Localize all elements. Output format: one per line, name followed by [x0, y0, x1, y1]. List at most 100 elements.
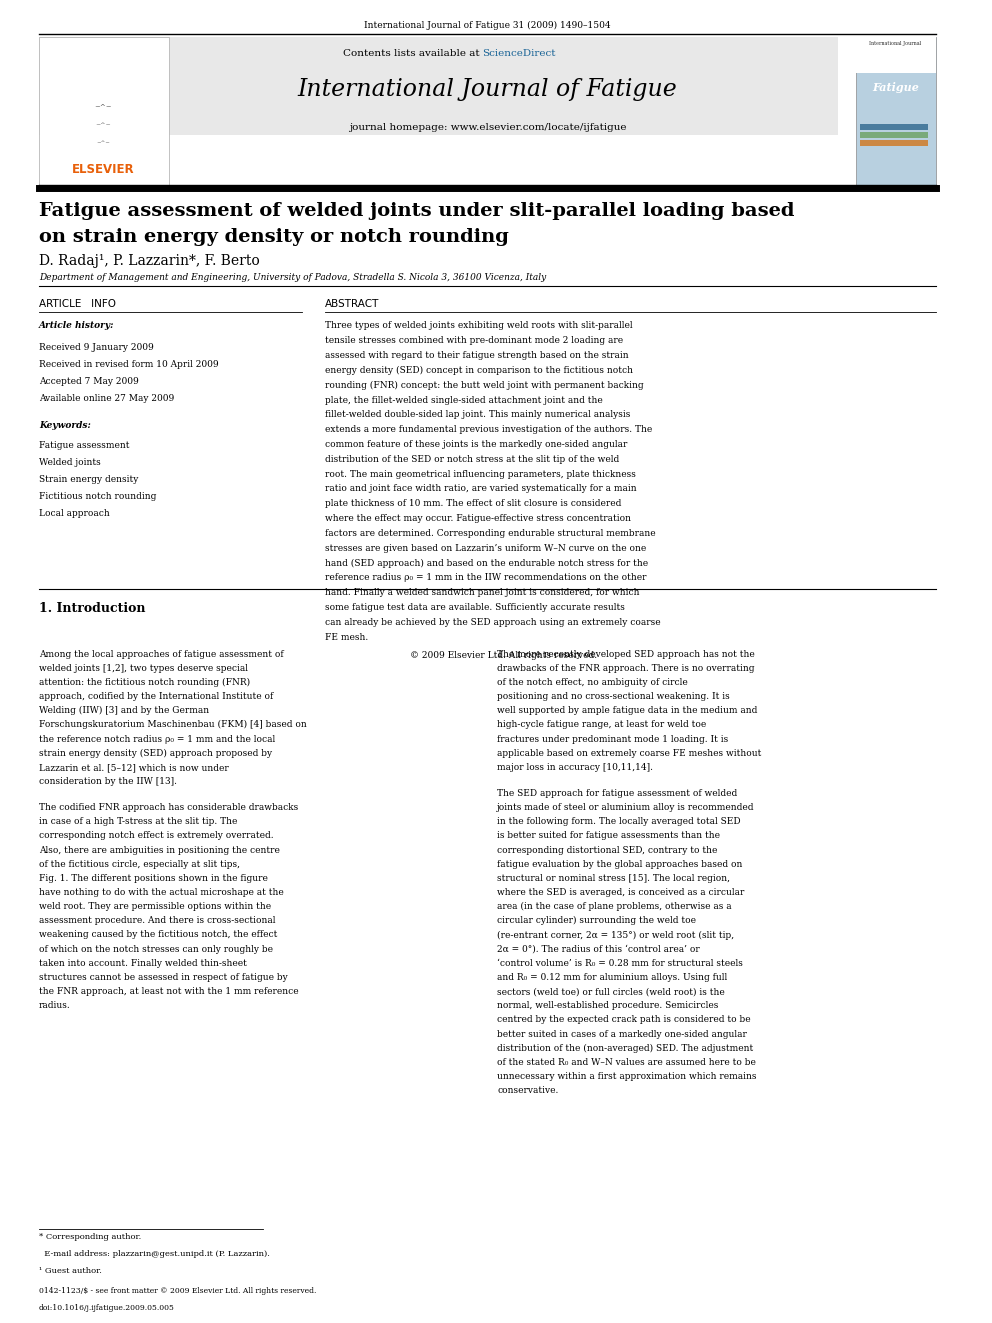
Text: 1. Introduction: 1. Introduction — [39, 602, 146, 615]
Text: weld root. They are permissible options within the: weld root. They are permissible options … — [39, 902, 271, 912]
Text: (re-entrant corner, 2α = 135°) or weld root (slit tip,: (re-entrant corner, 2α = 135°) or weld r… — [497, 930, 734, 939]
Text: International Journal of Fatigue: International Journal of Fatigue — [298, 78, 678, 101]
Text: distribution of the (non-averaged) SED. The adjustment: distribution of the (non-averaged) SED. … — [497, 1044, 753, 1053]
Text: high-cycle fatigue range, at least for weld toe: high-cycle fatigue range, at least for w… — [497, 720, 706, 729]
Text: Department of Management and Engineering, University of Padova, Stradella S. Nic: Department of Management and Engineering… — [39, 273, 547, 282]
Text: joints made of steel or aluminium alloy is recommended: joints made of steel or aluminium alloy … — [497, 803, 755, 812]
Text: energy density (SED) concept in comparison to the fictitious notch: energy density (SED) concept in comparis… — [324, 366, 633, 374]
Text: distribution of the SED or notch stress at the slit tip of the weld: distribution of the SED or notch stress … — [324, 455, 619, 464]
Text: stresses are given based on Lazzarin’s uniform W–N curve on the one: stresses are given based on Lazzarin’s u… — [324, 544, 646, 553]
Text: Available online 27 May 2009: Available online 27 May 2009 — [39, 394, 175, 404]
Text: ~^~: ~^~ — [96, 140, 110, 146]
Text: corresponding distortional SED, contrary to the: corresponding distortional SED, contrary… — [497, 845, 717, 855]
Text: tensile stresses combined with pre-dominant mode 2 loading are: tensile stresses combined with pre-domin… — [324, 336, 623, 345]
Text: positioning and no cross-sectional weakening. It is: positioning and no cross-sectional weake… — [497, 692, 730, 701]
Text: Fatigue assessment of welded joints under slit-parallel loading based: Fatigue assessment of welded joints unde… — [39, 202, 795, 221]
Text: in case of a high T-stress at the slit tip. The: in case of a high T-stress at the slit t… — [39, 818, 237, 827]
Text: can already be achieved by the SED approach using an extremely coarse: can already be achieved by the SED appro… — [324, 618, 660, 627]
Text: area (in the case of plane problems, otherwise as a: area (in the case of plane problems, oth… — [497, 902, 732, 912]
Text: root. The main geometrical influencing parameters, plate thickness: root. The main geometrical influencing p… — [324, 470, 636, 479]
Text: ‘control volume’ is R₀ = 0.28 mm for structural steels: ‘control volume’ is R₀ = 0.28 mm for str… — [497, 959, 743, 968]
Text: where the SED is averaged, is conceived as a circular: where the SED is averaged, is conceived … — [497, 888, 744, 897]
Text: Article history:: Article history: — [39, 321, 114, 331]
Text: doi:10.1016/j.ijfatigue.2009.05.005: doi:10.1016/j.ijfatigue.2009.05.005 — [39, 1304, 175, 1312]
Text: centred by the expected crack path is considered to be: centred by the expected crack path is co… — [497, 1015, 751, 1024]
Text: radius.: radius. — [39, 1002, 70, 1011]
Bar — [859, 140, 928, 146]
Text: fillet-welded double-sided lap joint. This mainly numerical analysis: fillet-welded double-sided lap joint. Th… — [324, 410, 630, 419]
Text: Welding (IIW) [3] and by the German: Welding (IIW) [3] and by the German — [39, 706, 209, 716]
Text: hand (SED approach) and based on the endurable notch stress for the: hand (SED approach) and based on the end… — [324, 558, 648, 568]
Text: FE mesh.: FE mesh. — [324, 632, 368, 642]
Text: welded joints [1,2], two types deserve special: welded joints [1,2], two types deserve s… — [39, 664, 248, 673]
Text: Forschungskuratorium Maschinenbau (FKM) [4] based on: Forschungskuratorium Maschinenbau (FKM) … — [39, 720, 307, 729]
Text: well supported by ample fatigue data in the medium and: well supported by ample fatigue data in … — [497, 706, 758, 716]
Text: Keywords:: Keywords: — [39, 421, 91, 430]
Text: ScienceDirect: ScienceDirect — [482, 49, 556, 58]
Text: * Corresponding author.: * Corresponding author. — [39, 1233, 141, 1241]
Text: conservative.: conservative. — [497, 1086, 558, 1095]
Bar — [39, 37, 838, 135]
Text: consideration by the IIW [13].: consideration by the IIW [13]. — [39, 777, 177, 786]
Text: ELSEVIER: ELSEVIER — [72, 163, 135, 176]
Text: factors are determined. Corresponding endurable structural membrane: factors are determined. Corresponding en… — [324, 529, 655, 538]
Text: rounding (FNR) concept: the butt weld joint with permanent backing: rounding (FNR) concept: the butt weld jo… — [324, 381, 643, 390]
Text: where the effect may occur. Fatigue-effective stress concentration: where the effect may occur. Fatigue-effe… — [324, 515, 631, 523]
Text: 0142-1123/$ - see front matter © 2009 Elsevier Ltd. All rights reserved.: 0142-1123/$ - see front matter © 2009 El… — [39, 1287, 316, 1295]
Text: Fictitious notch rounding: Fictitious notch rounding — [39, 492, 157, 501]
Text: ABSTRACT: ABSTRACT — [324, 299, 379, 310]
Text: fractures under predominant mode 1 loading. It is: fractures under predominant mode 1 loadi… — [497, 734, 728, 744]
Text: taken into account. Finally welded thin-sheet: taken into account. Finally welded thin-… — [39, 959, 247, 968]
Text: of the notch effect, no ambiguity of circle: of the notch effect, no ambiguity of cir… — [497, 677, 687, 687]
Text: Local approach: Local approach — [39, 509, 110, 519]
Text: attention: the fictitious notch rounding (FNR): attention: the fictitious notch rounding… — [39, 677, 250, 687]
Text: strain energy density (SED) approach proposed by: strain energy density (SED) approach pro… — [39, 749, 272, 758]
Text: reference radius ρ₀ = 1 mm in the IIW recommendations on the other: reference radius ρ₀ = 1 mm in the IIW re… — [324, 573, 646, 582]
Bar — [859, 132, 928, 138]
Text: Three types of welded joints exhibiting weld roots with slit-parallel: Three types of welded joints exhibiting … — [324, 321, 632, 331]
Text: and R₀ = 0.12 mm for aluminium alloys. Using full: and R₀ = 0.12 mm for aluminium alloys. U… — [497, 972, 727, 982]
Text: Contents lists available at: Contents lists available at — [342, 49, 482, 58]
Text: The codified FNR approach has considerable drawbacks: The codified FNR approach has considerab… — [39, 803, 299, 812]
Text: is better suited for fatigue assessments than the: is better suited for fatigue assessments… — [497, 831, 720, 840]
Text: the reference notch radius ρ₀ = 1 mm and the local: the reference notch radius ρ₀ = 1 mm and… — [39, 734, 275, 744]
Text: of the stated R₀ and W–N values are assumed here to be: of the stated R₀ and W–N values are assu… — [497, 1058, 756, 1066]
Bar — [856, 37, 935, 73]
Text: sectors (weld toe) or full circles (weld root) is the: sectors (weld toe) or full circles (weld… — [497, 987, 725, 996]
Text: ARTICLE   INFO: ARTICLE INFO — [39, 299, 116, 310]
Text: extends a more fundamental previous investigation of the authors. The: extends a more fundamental previous inve… — [324, 425, 652, 434]
Bar — [39, 37, 169, 185]
Text: on strain energy density or notch rounding: on strain energy density or notch roundi… — [39, 228, 509, 246]
Text: The more recently developed SED approach has not the: The more recently developed SED approach… — [497, 650, 755, 659]
Text: Received 9 January 2009: Received 9 January 2009 — [39, 343, 154, 352]
Bar — [859, 124, 928, 130]
Text: structural or nominal stress [15]. The local region,: structural or nominal stress [15]. The l… — [497, 873, 730, 882]
Text: approach, codified by the International Institute of: approach, codified by the International … — [39, 692, 273, 701]
Text: normal, well-established procedure. Semicircles: normal, well-established procedure. Semi… — [497, 1002, 718, 1011]
Text: the FNR approach, at least not with the 1 mm reference: the FNR approach, at least not with the … — [39, 987, 299, 996]
Text: better suited in cases of a markedly one-sided angular: better suited in cases of a markedly one… — [497, 1029, 747, 1039]
Text: unnecessary within a first approximation which remains: unnecessary within a first approximation… — [497, 1072, 757, 1081]
Text: Strain energy density: Strain energy density — [39, 475, 138, 484]
Text: Fatigue assessment: Fatigue assessment — [39, 441, 130, 450]
Text: plate thickness of 10 mm. The effect of slit closure is considered: plate thickness of 10 mm. The effect of … — [324, 499, 621, 508]
Text: assessment procedure. And there is cross-sectional: assessment procedure. And there is cross… — [39, 917, 276, 925]
Text: in the following form. The locally averaged total SED: in the following form. The locally avera… — [497, 818, 741, 827]
Text: ¹ Guest author.: ¹ Guest author. — [39, 1267, 102, 1275]
Text: D. Radaj¹, P. Lazzarin*, F. Berto: D. Radaj¹, P. Lazzarin*, F. Berto — [39, 254, 260, 269]
Text: circular cylinder) surrounding the weld toe: circular cylinder) surrounding the weld … — [497, 917, 696, 925]
Text: 2α = 0°). The radius of this ‘control area’ or: 2α = 0°). The radius of this ‘control ar… — [497, 945, 699, 954]
Text: drawbacks of the FNR approach. There is no overrating: drawbacks of the FNR approach. There is … — [497, 664, 755, 673]
Text: Fatigue: Fatigue — [872, 82, 919, 93]
Text: The SED approach for fatigue assessment of welded: The SED approach for fatigue assessment … — [497, 789, 737, 798]
Text: corresponding notch effect is extremely overrated.: corresponding notch effect is extremely … — [39, 831, 274, 840]
Text: International Journal: International Journal — [869, 41, 922, 46]
Text: common feature of these joints is the markedly one-sided angular: common feature of these joints is the ma… — [324, 441, 627, 448]
Text: weakening caused by the fictitious notch, the effect: weakening caused by the fictitious notch… — [39, 930, 278, 939]
Text: have nothing to do with the actual microshape at the: have nothing to do with the actual micro… — [39, 888, 284, 897]
Text: ~^~: ~^~ — [95, 122, 111, 127]
Text: of which on the notch stresses can only roughly be: of which on the notch stresses can only … — [39, 945, 273, 954]
Text: hand. Finally a welded sandwich panel joint is considered, for which: hand. Finally a welded sandwich panel jo… — [324, 589, 639, 597]
Text: fatigue evaluation by the global approaches based on: fatigue evaluation by the global approac… — [497, 860, 742, 869]
Text: Received in revised form 10 April 2009: Received in revised form 10 April 2009 — [39, 360, 218, 369]
